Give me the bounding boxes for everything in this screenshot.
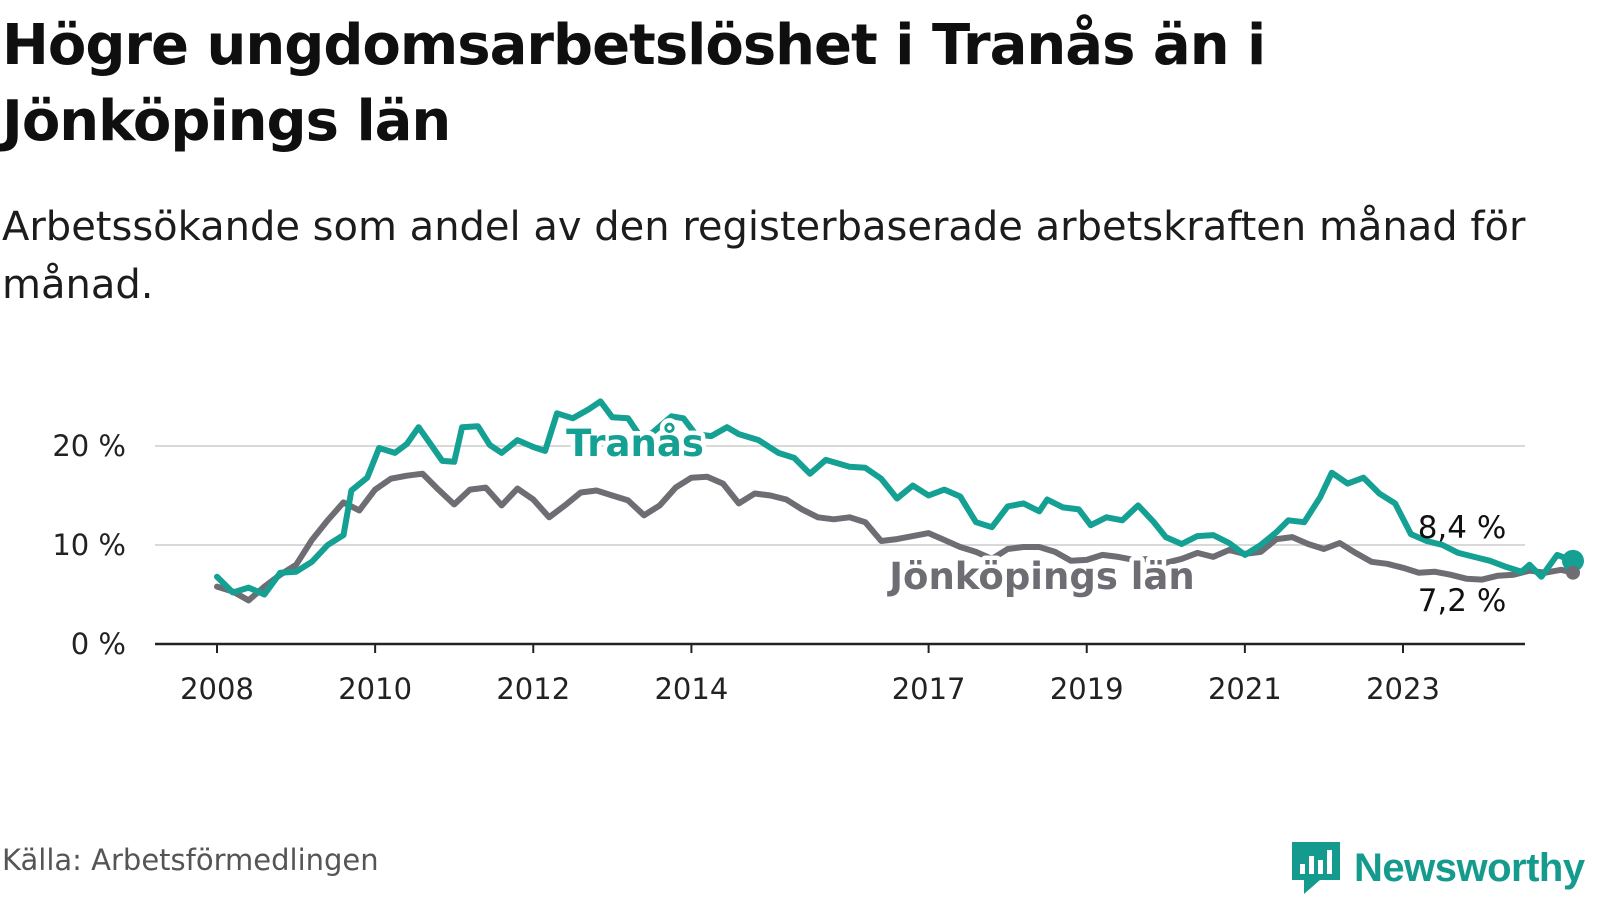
x-tick-label: 2012 <box>496 672 570 706</box>
x-tick-label: 2021 <box>1208 672 1282 706</box>
series-end-point <box>1565 565 1580 580</box>
chart-title: Högre ungdomsarbetslöshet i Tranås än i … <box>2 13 1266 154</box>
series-end-point <box>1561 549 1584 572</box>
series-lines <box>214 398 1576 604</box>
y-tick-label: 0 % <box>71 627 126 661</box>
series-name-label: Tranås <box>566 422 704 465</box>
axes: 0 % 10 % 20 % 2008 2010 2012 2014 2017 2019 2021 2… <box>52 429 1525 706</box>
line-chart: 0 % 10 % 20 % 2008 2010 2012 2014 2017 2019 2021 2… <box>52 398 1584 706</box>
series-name-label: Jönköpings län <box>886 555 1194 598</box>
chart-subtitle: Arbetssökande som andel av den registerb… <box>2 204 1526 308</box>
y-tick-label: 20 % <box>52 429 126 463</box>
end-value-label: 8,4 % <box>1418 510 1507 546</box>
source-note: Källa: Arbetsförmedlingen <box>2 843 379 877</box>
gridlines <box>155 445 1525 546</box>
brand-logo[interactable]: Newsworthy <box>1290 840 1585 896</box>
series-line <box>214 470 1576 604</box>
series-labels: 8,4 % 7,2 % Tranås Jönköpings län <box>562 418 1584 619</box>
x-tick-label: 2023 <box>1366 672 1440 706</box>
series-line <box>214 398 1576 598</box>
brand-name: Newsworthy <box>1354 845 1585 890</box>
x-tick-label: 2019 <box>1050 672 1124 706</box>
end-value-label: 7,2 % <box>1418 583 1507 619</box>
y-tick-label: 10 % <box>52 528 126 562</box>
x-tick-label: 2014 <box>654 672 728 706</box>
x-tick-label: 2008 <box>180 672 254 706</box>
newsworthy-logo-icon <box>1292 842 1340 894</box>
x-tick-label: 2010 <box>338 672 412 706</box>
x-tick-label: 2017 <box>892 672 966 706</box>
